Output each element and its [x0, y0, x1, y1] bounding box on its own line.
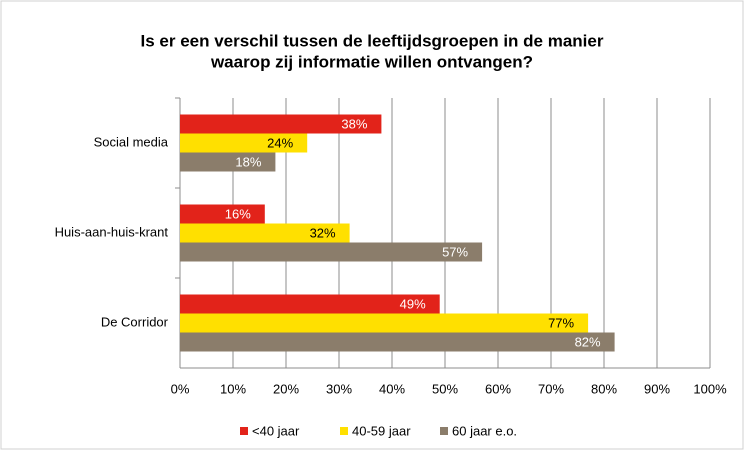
bar — [180, 152, 276, 172]
bar — [180, 133, 308, 153]
bar — [180, 223, 350, 243]
x-tick-label: 90% — [644, 381, 670, 396]
bar — [180, 313, 589, 333]
legend-swatch — [440, 427, 448, 435]
data-label: 57% — [442, 244, 468, 259]
x-tick-label: 70% — [538, 381, 564, 396]
x-tick-label: 10% — [220, 381, 246, 396]
data-label: 32% — [310, 225, 336, 240]
bar — [180, 114, 382, 134]
x-tick-label: 60% — [485, 381, 511, 396]
x-tick-label: 20% — [273, 381, 299, 396]
data-label: 16% — [225, 206, 251, 221]
x-tick-label: 100% — [693, 381, 727, 396]
legend-swatch — [340, 427, 348, 435]
bar — [180, 242, 483, 262]
data-label: 77% — [548, 315, 574, 330]
legend-swatch — [240, 427, 248, 435]
y-tick-label: De Corridor — [101, 314, 169, 329]
data-label: 24% — [267, 135, 293, 150]
chart-title: Is er een verschil tussen de leeftijdsgr… — [141, 31, 604, 50]
y-tick-label: Huis-aan-huis-krant — [55, 224, 169, 239]
legend-label: <40 jaar — [252, 423, 300, 438]
data-label: 18% — [235, 154, 261, 169]
x-tick-label: 80% — [591, 381, 617, 396]
bar — [180, 294, 440, 314]
data-label: 49% — [400, 296, 426, 311]
legend-label: 40-59 jaar — [352, 423, 411, 438]
chart-title: waarop zij informatie willen ontvangen? — [210, 52, 533, 71]
y-tick-label: Social media — [94, 134, 169, 149]
x-tick-label: 0% — [171, 381, 190, 396]
legend-label: 60 jaar e.o. — [452, 423, 517, 438]
x-tick-label: 50% — [432, 381, 458, 396]
data-label: 82% — [575, 334, 601, 349]
bar — [180, 204, 265, 224]
x-tick-label: 30% — [326, 381, 352, 396]
data-label: 38% — [341, 116, 367, 131]
bar — [180, 332, 615, 352]
x-tick-label: 40% — [379, 381, 405, 396]
